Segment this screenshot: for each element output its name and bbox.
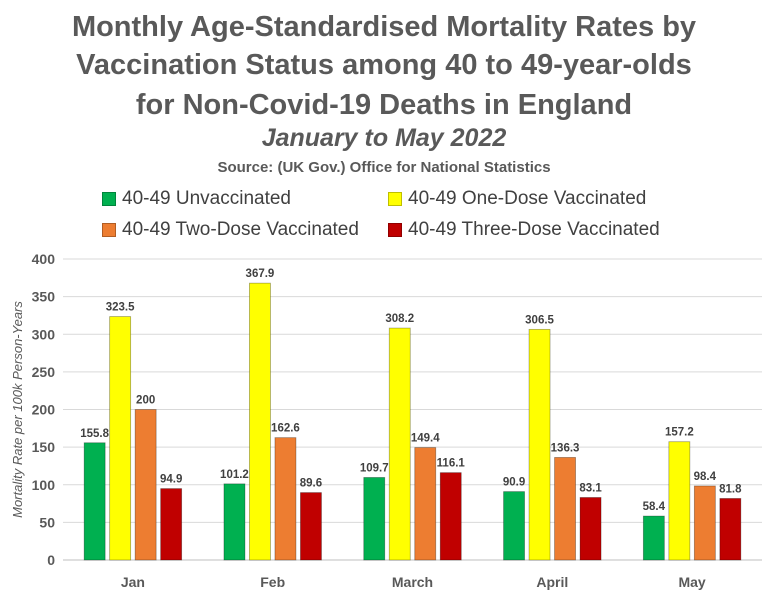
data-label: 98.4 [694, 471, 717, 483]
legend-swatch-three-dose [388, 223, 402, 237]
legend-swatch-one-dose [388, 192, 402, 206]
bar [439, 472, 462, 561]
bar [528, 328, 551, 561]
legend-label-three-dose: 40-49 Three-Dose Vaccinated [408, 219, 660, 240]
bar [134, 409, 157, 561]
y-tick-label: 150 [32, 439, 56, 455]
bar [503, 491, 525, 561]
data-label: 116.1 [437, 458, 466, 470]
data-label: 308.2 [385, 313, 414, 325]
bar [160, 488, 183, 561]
bar [414, 447, 437, 561]
legend-item-one-dose: 40-49 One-Dose Vaccinated [388, 188, 646, 210]
bar [642, 515, 665, 561]
legend-swatch-two-dose [102, 223, 116, 237]
x-tick-label: Feb [260, 574, 285, 590]
bar [693, 485, 716, 561]
data-label: 109.7 [360, 462, 389, 474]
data-label: 58.4 [643, 501, 666, 513]
bar [579, 497, 602, 561]
bar [719, 498, 742, 561]
data-label: 136.3 [551, 442, 580, 454]
data-label: 323.5 [106, 302, 135, 314]
bar [554, 457, 576, 561]
bar [274, 437, 297, 561]
chart-source: Source: (UK Gov.) Office for National St… [217, 159, 551, 176]
y-tick-label: 300 [32, 326, 56, 342]
chart-title-line-1: Monthly Age-Standardised Mortality Rates… [71, 11, 697, 43]
bar [83, 442, 106, 561]
legend-item-unvaccinated: 40-49 Unvaccinated [102, 188, 291, 210]
bar [388, 327, 411, 561]
data-label: 89.6 [300, 478, 322, 490]
data-label: 157.2 [665, 427, 694, 439]
legend-label-one-dose: 40-49 One-Dose Vaccinated [408, 188, 647, 209]
chart-title-line-3: for Non-Covid-19 Deaths in England [135, 89, 633, 121]
bar [249, 282, 271, 561]
x-tick-label: March [392, 574, 433, 590]
legend-label-two-dose: 40-49 Two-Dose Vaccinated [122, 219, 359, 240]
data-label: 200 [136, 395, 155, 407]
bar [300, 492, 322, 561]
bar [223, 483, 246, 561]
legend-label-unvaccinated: 40-49 Unvaccinated [122, 188, 291, 209]
data-label: 90.9 [503, 477, 525, 489]
y-tick-label: 350 [32, 289, 56, 305]
data-label: 101.2 [220, 469, 249, 481]
bar [109, 316, 132, 561]
x-tick-label: May [678, 574, 705, 590]
data-label: 83.1 [579, 482, 602, 494]
data-label: 306.5 [525, 314, 554, 326]
bar [668, 441, 691, 561]
y-tick-label: 250 [32, 364, 56, 380]
x-tick-label: April [536, 574, 568, 590]
bar [363, 477, 386, 561]
chart-subtitle: January to May 2022 [261, 124, 507, 152]
legend-item-two-dose: 40-49 Two-Dose Vaccinated [102, 219, 359, 241]
legend-item-three-dose: 40-49 Three-Dose Vaccinated [388, 219, 660, 241]
y-tick-label: 50 [39, 514, 55, 530]
y-tick-label: 100 [32, 477, 56, 493]
data-label: 367.9 [246, 268, 275, 280]
y-tick-label: 400 [32, 251, 56, 267]
data-label: 149.4 [411, 433, 440, 445]
data-label: 81.8 [719, 483, 742, 495]
y-tick-label: 0 [47, 552, 55, 568]
chart-title-line-2: Vaccination Status among 40 to 49-year-o… [76, 49, 692, 81]
data-label: 155.8 [80, 428, 109, 440]
x-tick-label: Jan [121, 574, 145, 590]
y-axis-label: Mortality Rate per 100k Person-Years [10, 301, 25, 518]
y-tick-label: 200 [32, 402, 56, 418]
data-label: 94.9 [160, 474, 182, 486]
legend-swatch-unvaccinated [102, 192, 116, 206]
data-label: 162.6 [271, 423, 300, 435]
